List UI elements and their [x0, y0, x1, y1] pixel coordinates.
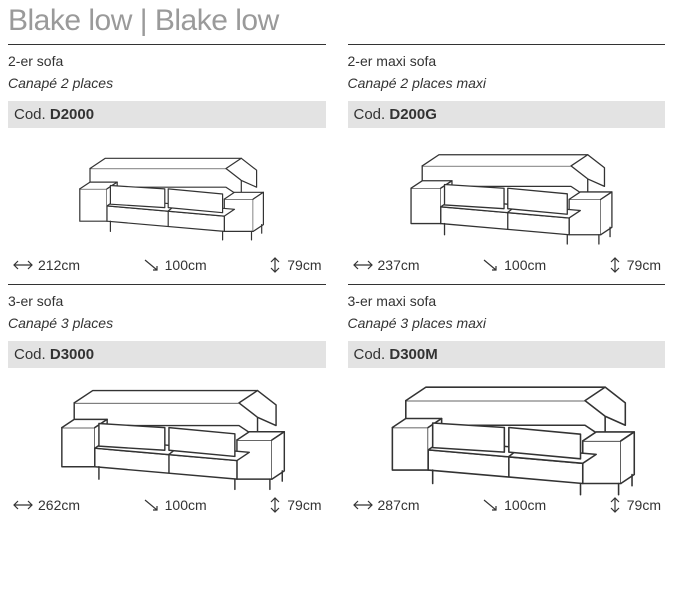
- width-icon: [12, 257, 34, 273]
- product-name-fr: Canapé 3 places: [8, 315, 326, 331]
- product-name-en: 3-er maxi sofa: [348, 293, 666, 309]
- product-code: D2000: [50, 106, 94, 123]
- dimension-height: 79cm: [267, 496, 321, 514]
- dimension-height: 79cm: [607, 256, 661, 274]
- height-icon: [267, 256, 283, 274]
- width-value: 212cm: [38, 257, 80, 273]
- product-name-fr: Canapé 3 places maxi: [348, 315, 666, 331]
- product-code: D3000: [50, 346, 94, 363]
- dimensions-row: 212cm 100cm 79cm: [8, 254, 326, 284]
- product-code: D200G: [389, 106, 437, 123]
- dimension-height: 79cm: [607, 496, 661, 514]
- depth-value: 100cm: [504, 257, 546, 273]
- product-cell: 2-er sofa Canapé 2 places Cod. D2000 212…: [8, 44, 326, 284]
- height-icon: [267, 496, 283, 514]
- height-value: 79cm: [627, 257, 661, 273]
- dimensions-row: 262cm 100cm 79cm: [8, 494, 326, 524]
- dimension-depth: 100cm: [141, 256, 207, 274]
- product-illustration: [348, 374, 666, 494]
- product-illustration: [8, 374, 326, 494]
- spec-sheet: Blake low | Blake low 2-er sofa Canapé 2…: [0, 0, 673, 528]
- dimensions-row: 287cm 100cm 79cm: [348, 494, 666, 524]
- product-code-bar: Cod. D200G: [348, 101, 666, 128]
- width-value: 237cm: [378, 257, 420, 273]
- depth-value: 100cm: [165, 497, 207, 513]
- product-cell: 3-er maxi sofa Canapé 3 places maxi Cod.…: [348, 284, 666, 524]
- sofa-icon: [385, 138, 627, 250]
- height-icon: [607, 496, 623, 514]
- product-grid: 2-er sofa Canapé 2 places Cod. D2000 212…: [8, 44, 665, 524]
- product-name-en: 3-er sofa: [8, 293, 326, 309]
- height-value: 79cm: [287, 497, 321, 513]
- width-icon: [12, 497, 34, 513]
- width-icon: [352, 257, 374, 273]
- dimension-height: 79cm: [267, 256, 321, 274]
- width-value: 262cm: [38, 497, 80, 513]
- product-code: D300M: [389, 346, 437, 363]
- dimension-depth: 100cm: [141, 496, 207, 514]
- sofa-icon: [361, 367, 652, 501]
- product-name-fr: Canapé 2 places: [8, 75, 326, 91]
- depth-icon: [141, 256, 161, 274]
- height-value: 79cm: [287, 257, 321, 273]
- depth-value: 100cm: [504, 497, 546, 513]
- code-prefix: Cod.: [14, 346, 46, 363]
- dimension-depth: 100cm: [480, 496, 546, 514]
- dimension-width: 237cm: [352, 256, 420, 274]
- product-name-en: 2-er sofa: [8, 53, 326, 69]
- dimension-width: 262cm: [12, 496, 80, 514]
- product-cell: 3-er sofa Canapé 3 places Cod. D3000 262…: [8, 284, 326, 524]
- width-icon: [352, 497, 374, 513]
- code-prefix: Cod.: [14, 106, 46, 123]
- code-prefix: Cod.: [354, 346, 386, 363]
- depth-icon: [480, 256, 500, 274]
- product-code-bar: Cod. D300M: [348, 341, 666, 368]
- product-code-bar: Cod. D2000: [8, 101, 326, 128]
- depth-icon: [141, 496, 161, 514]
- sofa-icon: [33, 372, 301, 496]
- product-illustration: [8, 134, 326, 254]
- dimension-depth: 100cm: [480, 256, 546, 274]
- product-name-fr: Canapé 2 places maxi: [348, 75, 666, 91]
- product-illustration: [348, 134, 666, 254]
- sofa-icon: [56, 143, 277, 245]
- height-icon: [607, 256, 623, 274]
- depth-value: 100cm: [165, 257, 207, 273]
- product-name-en: 2-er maxi sofa: [348, 53, 666, 69]
- dimension-width: 212cm: [12, 256, 80, 274]
- product-code-bar: Cod. D3000: [8, 341, 326, 368]
- depth-icon: [480, 496, 500, 514]
- width-value: 287cm: [378, 497, 420, 513]
- height-value: 79cm: [627, 497, 661, 513]
- product-cell: 2-er maxi sofa Canapé 2 places maxi Cod.…: [348, 44, 666, 284]
- dimensions-row: 237cm 100cm 79cm: [348, 254, 666, 284]
- page-title: Blake low | Blake low: [8, 4, 665, 38]
- dimension-width: 287cm: [352, 496, 420, 514]
- code-prefix: Cod.: [354, 106, 386, 123]
